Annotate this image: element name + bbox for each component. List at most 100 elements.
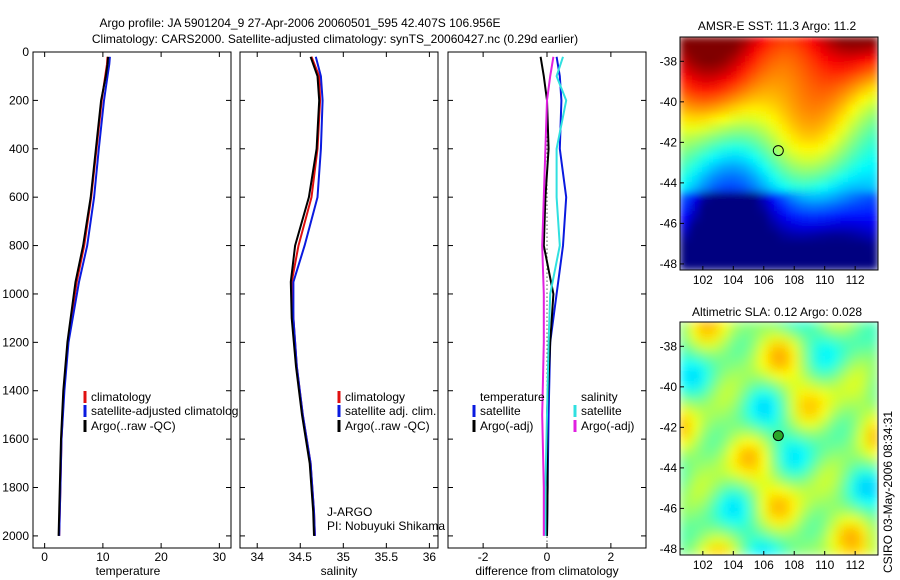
x-tick-label: -2 (478, 550, 489, 564)
heatmap-cell (808, 331, 820, 342)
heatmap-cell (748, 360, 760, 372)
heatmap-cell (768, 418, 780, 430)
heatmap-cell (857, 428, 869, 439)
heatmap-cell (768, 457, 780, 469)
heatmap-cell (738, 94, 750, 106)
heatmap-cell (847, 447, 859, 459)
heatmap-cell (847, 172, 859, 184)
heatmap-cell (709, 476, 721, 488)
heatmap-cell (798, 544, 810, 555)
heatmap-cell (738, 75, 750, 87)
x-tick-label: 0 (41, 550, 48, 564)
heatmap-cell (758, 37, 770, 48)
heatmap-cell (689, 191, 701, 203)
heatmap-cell (788, 191, 800, 203)
heatmap-cell (788, 201, 800, 213)
heatmap-cell (867, 457, 878, 469)
x-tick-label: 0 (544, 550, 551, 564)
x-tick-label: 10 (96, 550, 110, 564)
heatmap-cell (857, 114, 869, 125)
heatmap-cell (758, 428, 770, 439)
heatmap-cell (729, 133, 740, 145)
heatmap-cell (680, 418, 691, 430)
heatmap-cell (768, 331, 780, 342)
heatmap-cell (729, 114, 740, 125)
heatmap-cell (689, 75, 701, 87)
heatmap-cell (719, 331, 730, 342)
heatmap-cell (867, 75, 878, 87)
heatmap-cell (738, 428, 750, 439)
heatmap-cell (847, 143, 859, 154)
heatmap-cell (699, 153, 711, 164)
csiro-timestamp: CSIRO 03-May-2006 08:34:31 (881, 411, 895, 573)
heatmap-cell (689, 399, 701, 410)
heatmap-cell (719, 467, 730, 478)
heatmap-cell (847, 201, 859, 213)
heatmap-cell (798, 535, 810, 546)
heatmap-cell (699, 85, 711, 96)
heatmap-cell (768, 75, 780, 87)
heatmap-cell (729, 153, 740, 164)
salinity-xlabel: salinity (321, 564, 358, 578)
heatmap-cell (818, 75, 829, 87)
heatmap-cell (719, 114, 730, 125)
heatmap-cell (867, 143, 878, 154)
heatmap-cell (788, 153, 800, 164)
heatmap-cell (847, 65, 859, 77)
heatmap-cell (837, 65, 849, 77)
heatmap-cell (699, 230, 711, 242)
heatmap-cell (748, 457, 760, 469)
heatmap-cell (788, 525, 800, 537)
heatmap-cell (857, 525, 869, 537)
heatmap-cell (729, 94, 740, 106)
heatmap-cell (758, 486, 770, 498)
heatmap-cell (808, 259, 820, 270)
heatmap-cell (768, 544, 780, 555)
heatmap-cell (748, 505, 760, 517)
heatmap-cell (709, 220, 721, 232)
heatmap-cell (867, 340, 878, 352)
heatmap-cell (768, 191, 780, 203)
heatmap-cell (709, 389, 721, 401)
series-line (544, 56, 568, 536)
heatmap-cell (808, 114, 820, 125)
heatmap-cell (709, 467, 721, 478)
heatmap-cell (788, 123, 800, 135)
heatmap-cell (847, 46, 859, 57)
heatmap-cell (738, 123, 750, 135)
heatmap-cell (818, 340, 829, 352)
heatmap-cell (709, 379, 721, 391)
heatmap-cell (867, 350, 878, 362)
heatmap-cell (689, 486, 701, 498)
heatmap-cell (828, 447, 839, 459)
heatmap-cell (808, 496, 820, 507)
heatmap-cell (867, 447, 878, 459)
salinity-panel: 34 34.5 35 35.5 36 salinity climatology sate… (239, 51, 445, 578)
heatmap-cell (857, 389, 869, 401)
heatmap-cell (837, 408, 849, 420)
difference-series-lines (539, 56, 568, 536)
heatmap-cell (699, 75, 711, 87)
heatmap-cell (748, 370, 760, 381)
heatmap-cell (847, 75, 859, 87)
heatmap-cell (867, 37, 878, 48)
heatmap-cell (680, 85, 691, 96)
heatmap-cell (847, 322, 859, 333)
heatmap-cell (837, 211, 849, 222)
heatmap-cell (709, 201, 721, 213)
lat-tick-label: -48 (660, 257, 678, 271)
heatmap-cell (738, 370, 750, 381)
heatmap-cell (837, 418, 849, 430)
heatmap-cell (788, 230, 800, 242)
heatmap-cell (689, 496, 701, 507)
heatmap-cell (798, 65, 810, 77)
heatmap-cell (808, 350, 820, 362)
heatmap-cell (778, 505, 790, 517)
heatmap-cell (768, 447, 780, 459)
heatmap-cell (828, 75, 839, 87)
heatmap-cell (867, 535, 878, 546)
heatmap-cell (758, 85, 770, 96)
heatmap-cell (729, 85, 740, 96)
heatmap-cell (828, 476, 839, 488)
heatmap-cell (748, 350, 760, 362)
